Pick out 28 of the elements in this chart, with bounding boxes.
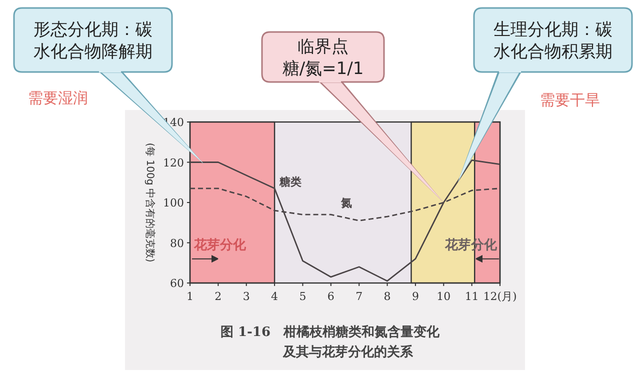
x-tick-label: 6 bbox=[327, 290, 334, 303]
text: 临界点糖/氮=1/1 bbox=[282, 37, 364, 79]
y-axis-title: (每 100g 中含有的毫克数) bbox=[144, 142, 156, 262]
x-tick-label: 1 bbox=[186, 290, 194, 303]
band-label: 花芽分化 bbox=[193, 238, 247, 253]
x-tick-label: 8 bbox=[384, 290, 391, 303]
x-tick-label: 3 bbox=[242, 290, 250, 303]
y-tick-label: 60 bbox=[170, 277, 184, 290]
line-series bbox=[189, 160, 501, 282]
x-tick-label: 12(月) bbox=[483, 290, 517, 303]
x-tick-label: 10 bbox=[436, 290, 451, 303]
x-tick-label: 11 bbox=[464, 290, 479, 303]
text: 及其与花芽分化的关系 bbox=[282, 344, 414, 360]
x-tick-label: 5 bbox=[299, 290, 306, 303]
text: 需要湿润 bbox=[28, 89, 88, 107]
x-tick-label: 7 bbox=[356, 290, 363, 303]
y-tick-label: 120 bbox=[163, 156, 184, 170]
series-label: 糖类 bbox=[278, 175, 302, 188]
text: 需要干旱 bbox=[540, 91, 600, 109]
text: 图 1-16 柑橘枝梢糖类和氮含量变化 bbox=[220, 324, 441, 340]
x-tick-label: 4 bbox=[271, 290, 278, 303]
y-tick-label: 100 bbox=[163, 196, 184, 210]
x-tick-label: 9 bbox=[412, 290, 419, 303]
text: 形态分化期：碳水化合物降解期 bbox=[34, 20, 152, 62]
text: 生理分化期：碳水化合物积累期 bbox=[494, 20, 612, 62]
x-tick-label: 2 bbox=[214, 290, 222, 303]
series-label: 氮 bbox=[340, 196, 352, 210]
y-tick-label: 80 bbox=[170, 236, 184, 250]
